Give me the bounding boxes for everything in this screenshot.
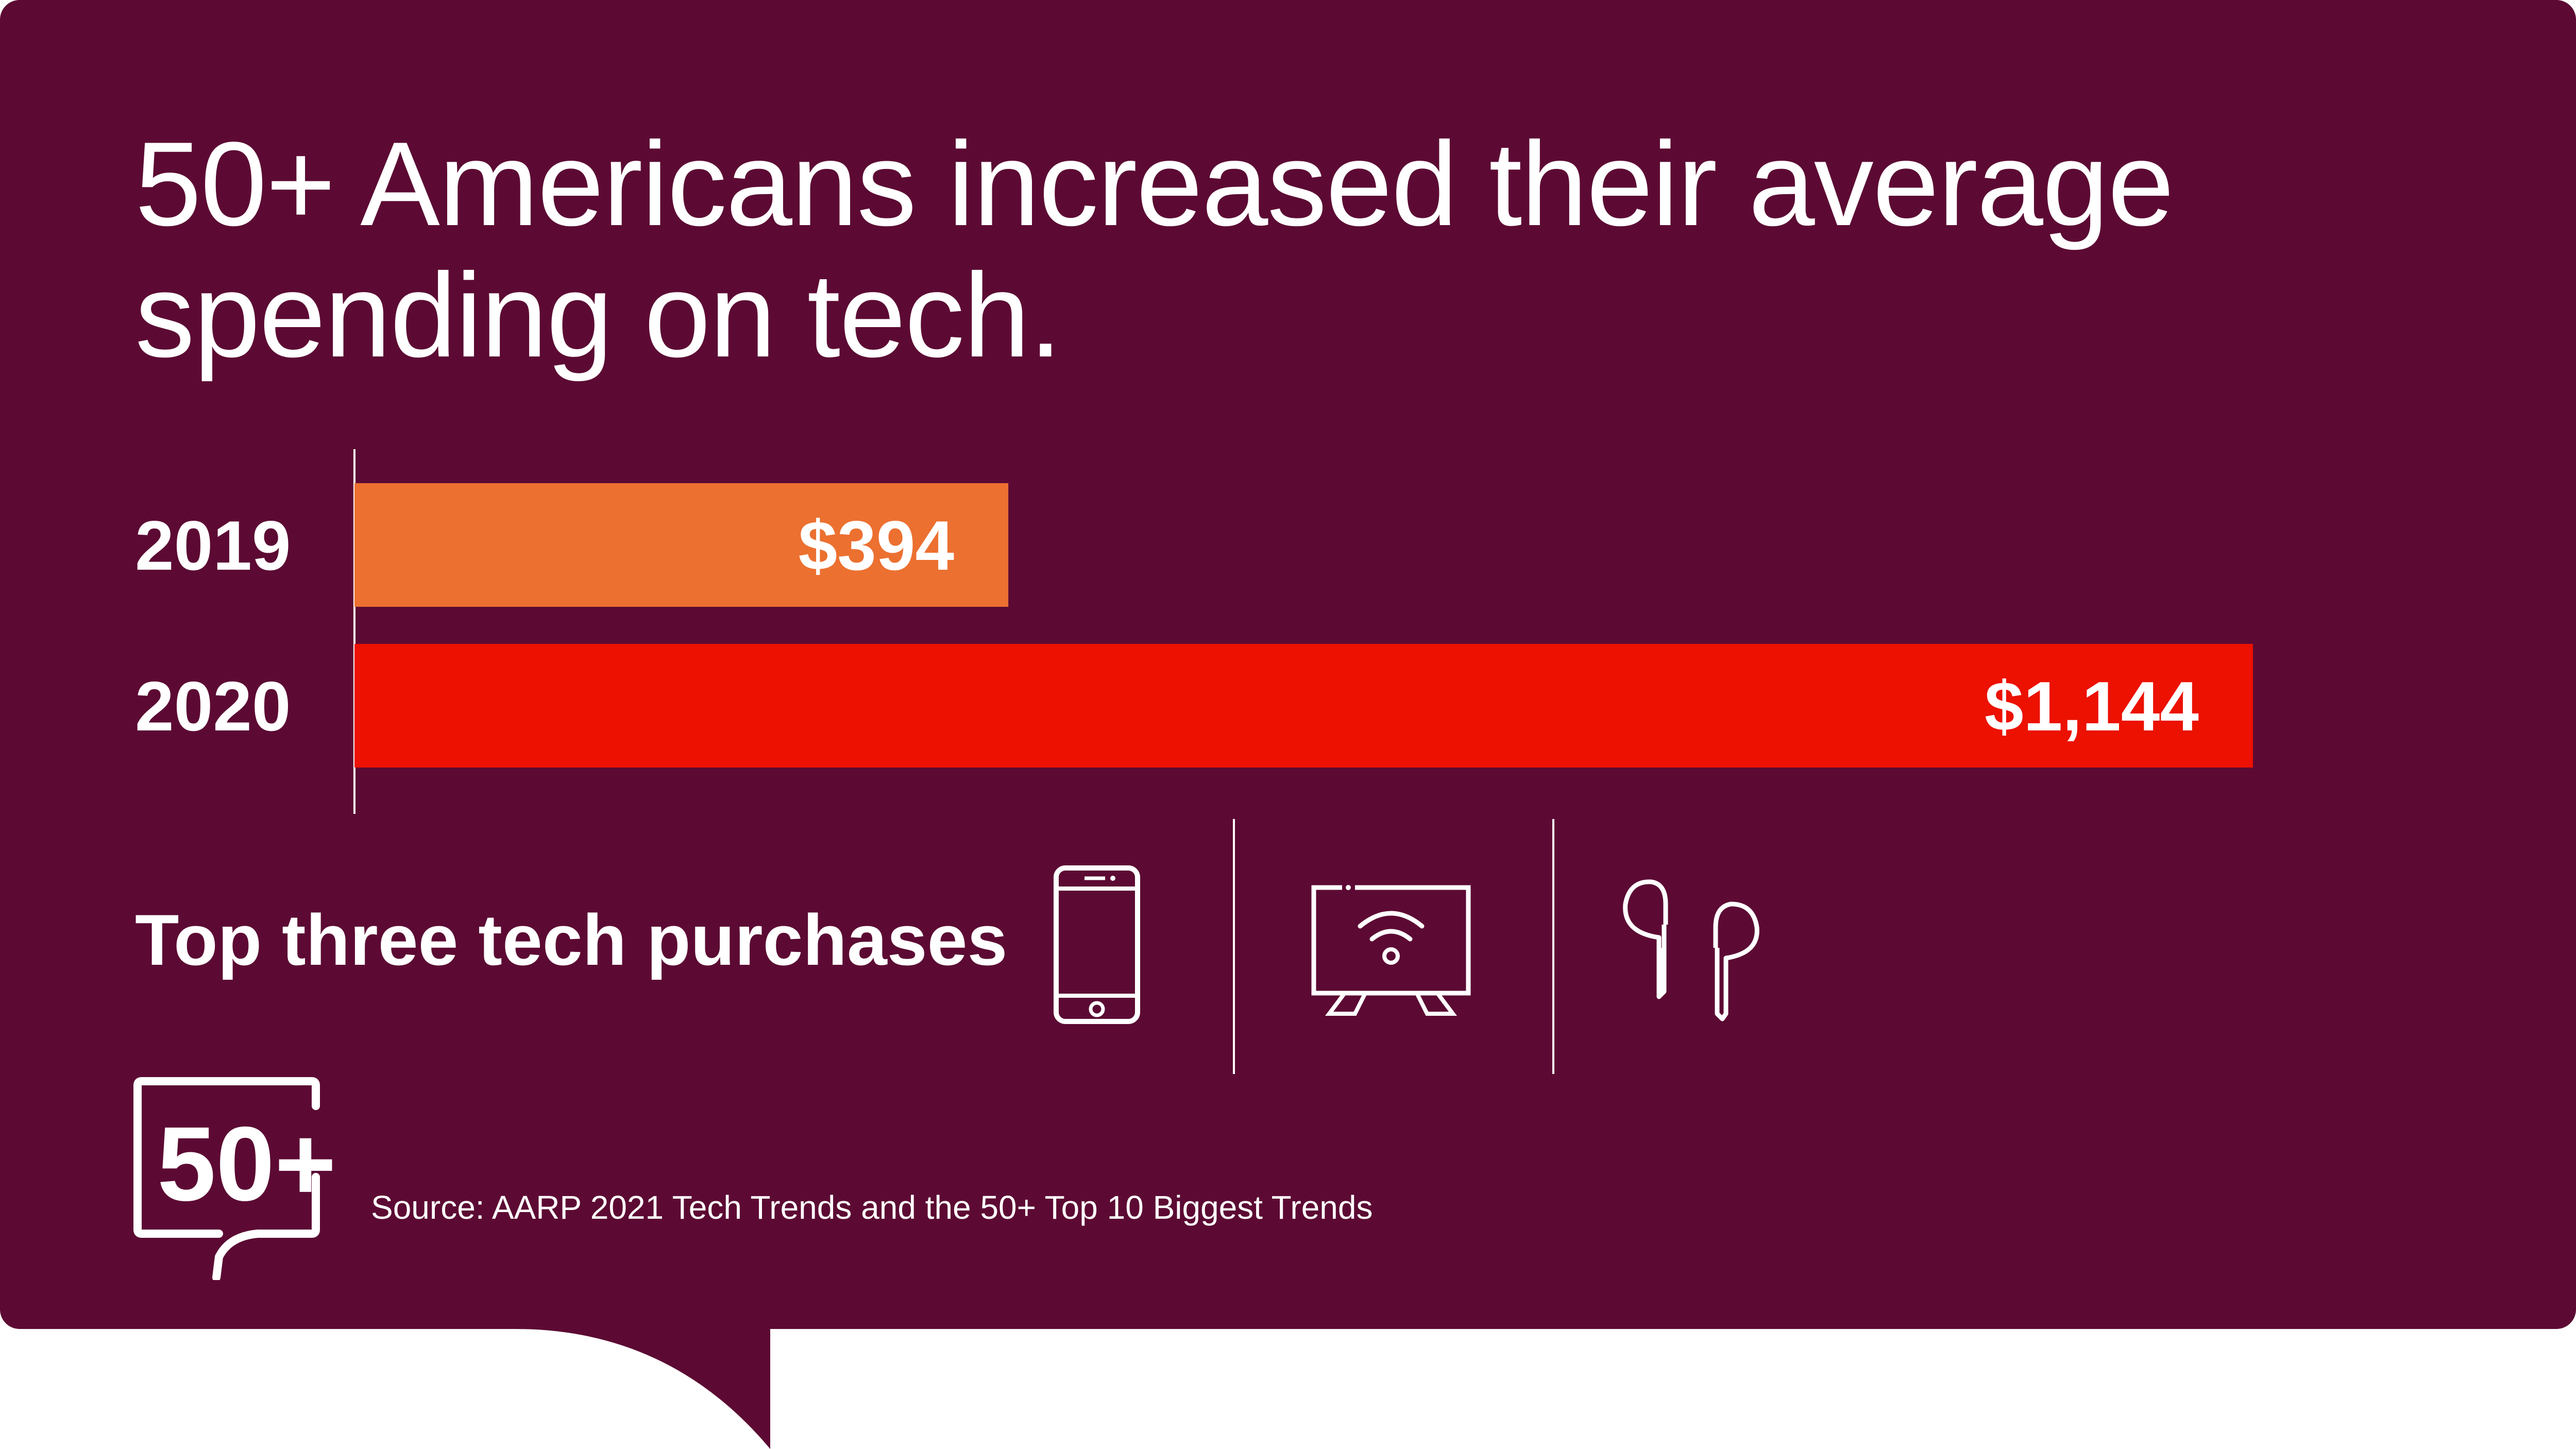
top-purchases-label: Top three tech purchases <box>135 899 1008 980</box>
smartphone-icon <box>1054 865 1140 1024</box>
wireless-earbuds-icon <box>1623 879 1759 1021</box>
smart-tv-icon <box>1311 885 1471 1016</box>
logo-50plus-icon: 50+ <box>133 1077 336 1280</box>
bar-2019 <box>354 483 1009 607</box>
source-note: Source: AARP 2021 Tech Trends and the 50… <box>371 1189 1373 1226</box>
bar-chart: 2019 $394 2020 $1,144 <box>135 449 2253 814</box>
value-label-2019: $394 <box>799 506 955 585</box>
chart-title: 50+ Americans increased their average sp… <box>135 117 2174 382</box>
category-label-2019: 2019 <box>135 506 291 585</box>
value-label-2020: $1,144 <box>1985 667 2199 745</box>
category-label-2020: 2020 <box>135 667 291 745</box>
icon-divider <box>1552 819 1554 1074</box>
bar-2020 <box>354 644 2253 768</box>
icon-divider <box>1233 819 1235 1074</box>
svg-text:50+: 50+ <box>157 1105 336 1223</box>
